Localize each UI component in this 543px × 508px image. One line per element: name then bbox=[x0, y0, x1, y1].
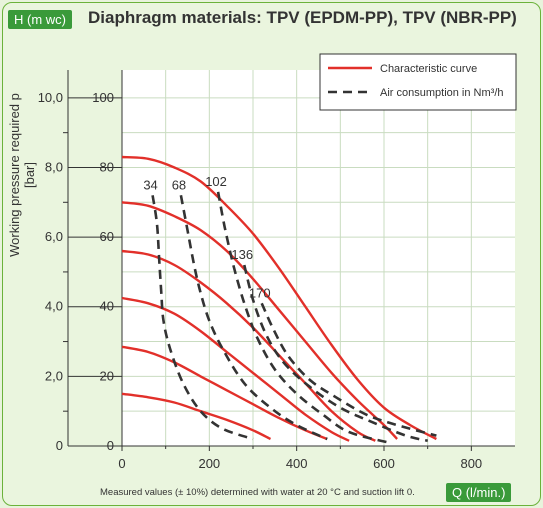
air-consumption-curve bbox=[216, 191, 389, 444]
h-unit-badge: H (m wc) bbox=[8, 10, 72, 29]
x-tick-label: 0 bbox=[118, 456, 125, 471]
y-tick-label-h: 100 bbox=[92, 90, 114, 105]
plot-area bbox=[122, 70, 515, 446]
air-curve-label: 68 bbox=[172, 177, 186, 192]
y-tick-label-bar: 10,0 bbox=[38, 90, 63, 105]
y-tick-label-h: 60 bbox=[100, 229, 114, 244]
air-consumption-curve bbox=[260, 302, 437, 437]
y-tick-label-bar: 8,0 bbox=[45, 159, 63, 174]
air-consumption-curve bbox=[151, 195, 254, 441]
x-tick-label: 600 bbox=[373, 456, 395, 471]
chart-title: Diaphragm materials: TPV (EPDM-PP), TPV … bbox=[88, 8, 517, 27]
y-tick-label-h: 0 bbox=[107, 438, 114, 453]
y-tick-label-h: 80 bbox=[100, 159, 114, 174]
legend-label: Characteristic curve bbox=[380, 63, 477, 75]
air-curve-label: 136 bbox=[231, 247, 253, 262]
air-curve-label: 34 bbox=[143, 177, 157, 192]
y-tick-label-h: 20 bbox=[100, 368, 114, 383]
air-curve-label: 102 bbox=[205, 174, 227, 189]
legend-label: Air consumption in Nm³/h bbox=[380, 87, 504, 99]
y-tick-label-h: 40 bbox=[100, 299, 114, 314]
characteristic-curve bbox=[121, 392, 272, 441]
y-tick-label-bar: 4,0 bbox=[45, 299, 63, 314]
y-tick-label-bar: 6,0 bbox=[45, 229, 63, 244]
footnote: Measured values (± 10%) determined with … bbox=[100, 487, 415, 498]
air-curve-label: 170 bbox=[249, 285, 271, 300]
x-unit-badge: Q (l/min.) bbox=[446, 483, 512, 502]
legend-box bbox=[319, 53, 517, 111]
air-consumption-curve bbox=[243, 264, 429, 443]
x-tick-label: 200 bbox=[198, 456, 220, 471]
air-consumption-curve bbox=[179, 195, 328, 441]
y-tick-label-bar: 0 bbox=[56, 438, 63, 453]
x-tick-label: 400 bbox=[286, 456, 308, 471]
characteristic-curve bbox=[121, 155, 437, 441]
y-tick-label-bar: 2,0 bbox=[45, 368, 63, 383]
x-tick-label: 800 bbox=[460, 456, 482, 471]
characteristic-curve bbox=[121, 201, 398, 440]
